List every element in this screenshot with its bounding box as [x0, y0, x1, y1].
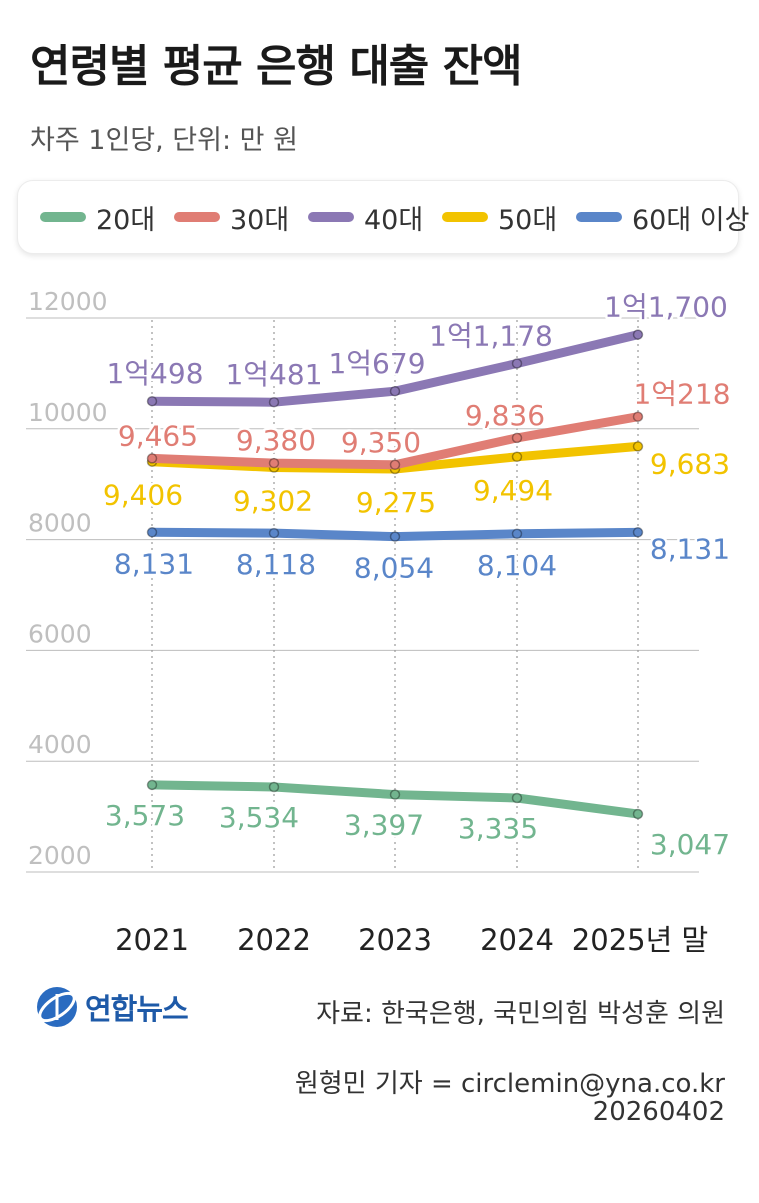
- data-label: 8,131: [650, 532, 730, 565]
- data-point: [632, 329, 644, 340]
- publish-date: 20260402: [592, 1097, 725, 1127]
- data-label: 9,683: [650, 447, 730, 480]
- y-tick-label: 2000: [28, 841, 92, 870]
- legend-item-60s-plus: 60대 이상: [576, 181, 749, 253]
- legend-label: 50대: [498, 204, 558, 236]
- data-point: [146, 527, 158, 538]
- data-label: 9,302: [233, 485, 313, 518]
- data-point: [268, 527, 280, 539]
- data-point: [511, 792, 523, 804]
- legend-swatch: [576, 212, 622, 222]
- x-tick-label: 2024: [480, 923, 554, 957]
- data-label: 8,118: [236, 548, 316, 581]
- legend-item-30s: 30대: [174, 181, 289, 253]
- data-point: [268, 396, 280, 408]
- x-tick-label: 2021: [115, 923, 189, 957]
- y-tick-label: 4000: [28, 730, 92, 759]
- data-point: [632, 527, 644, 538]
- source-note: 자료: 한국은행, 국민의힘 박성훈 의원: [316, 999, 725, 1029]
- data-point: [146, 779, 158, 791]
- data-label: 1억1,700: [604, 291, 728, 324]
- legend-label: 30대: [230, 204, 290, 236]
- data-point: [389, 385, 401, 397]
- data-label: 1억679: [328, 347, 425, 380]
- data-label: 1억481: [225, 358, 322, 391]
- data-label: 1억218: [633, 378, 730, 411]
- data-point: [511, 528, 523, 540]
- data-label: 3,573: [105, 799, 185, 832]
- x-tick-label: 2023: [358, 923, 432, 957]
- data-label: 9,275: [356, 486, 436, 519]
- data-label: 8,131: [114, 547, 194, 580]
- data-point: [146, 395, 158, 407]
- line-chart: 2000 4000 6000 8000 10000 12000 2021 2022 2023 20…: [26, 287, 731, 957]
- data-label: 9,836: [465, 399, 545, 432]
- data-point: [268, 781, 280, 793]
- legend-swatch: [308, 212, 354, 222]
- data-point: [511, 432, 523, 444]
- data-label: 3,534: [219, 801, 299, 834]
- legend-item-20s: 20대: [40, 181, 155, 253]
- data-label: 9,380: [236, 424, 316, 457]
- legend-label: 60대 이상: [632, 204, 750, 236]
- y-tick-label: 12000: [28, 287, 108, 316]
- yonhap-logo: 연합뉴스: [35, 985, 189, 1029]
- data-label: 3,335: [458, 812, 538, 845]
- data-label: 1억498: [106, 357, 203, 390]
- data-label: 9,350: [341, 426, 421, 459]
- data-label: 3,047: [650, 828, 730, 861]
- data-label: 9,406: [103, 479, 183, 512]
- chart-title: 연령별 평균 은행 대출 잔액: [30, 41, 523, 92]
- data-point: [511, 358, 523, 369]
- data-label: 3,397: [344, 809, 424, 842]
- legend-label: 20대: [96, 204, 156, 236]
- data-point: [268, 457, 280, 469]
- data-point: [389, 459, 401, 471]
- data-point: [632, 411, 644, 422]
- data-point: [146, 453, 158, 464]
- reporter-credit: 원형민 기자 = circlemin@yna.co.kr: [294, 1069, 725, 1099]
- legend-item-50s: 50대: [442, 181, 557, 253]
- data-point: [389, 531, 401, 542]
- legend: 20대 30대 40대 50대 60대 이상: [17, 180, 749, 254]
- legend-swatch: [40, 212, 86, 222]
- y-tick-label: 10000: [28, 398, 108, 427]
- legend-label: 40대: [364, 204, 424, 236]
- x-tick-label: 2022: [237, 923, 311, 957]
- data-point: [511, 451, 523, 463]
- data-label: 1억1,178: [429, 320, 553, 353]
- data-point: [632, 808, 644, 820]
- y-tick-label: 6000: [28, 619, 92, 648]
- logo-text: 연합뉴스: [85, 992, 189, 1026]
- data-label: 9,494: [473, 474, 553, 507]
- data-point: [389, 789, 401, 800]
- data-label: 8,054: [354, 552, 434, 585]
- legend-item-40s: 40대: [308, 181, 423, 253]
- chart-subtitle: 차주 1인당, 단위: 만 원: [30, 125, 298, 156]
- legend-swatch: [442, 212, 488, 222]
- data-point: [632, 441, 644, 452]
- data-label: 9,465: [118, 419, 198, 452]
- legend-swatch: [174, 212, 220, 222]
- x-tick-label: 2025년 말: [572, 923, 708, 957]
- y-tick-label: 8000: [28, 509, 92, 538]
- data-label: 8,104: [477, 549, 557, 582]
- yonhap-logo-icon: [37, 987, 77, 1027]
